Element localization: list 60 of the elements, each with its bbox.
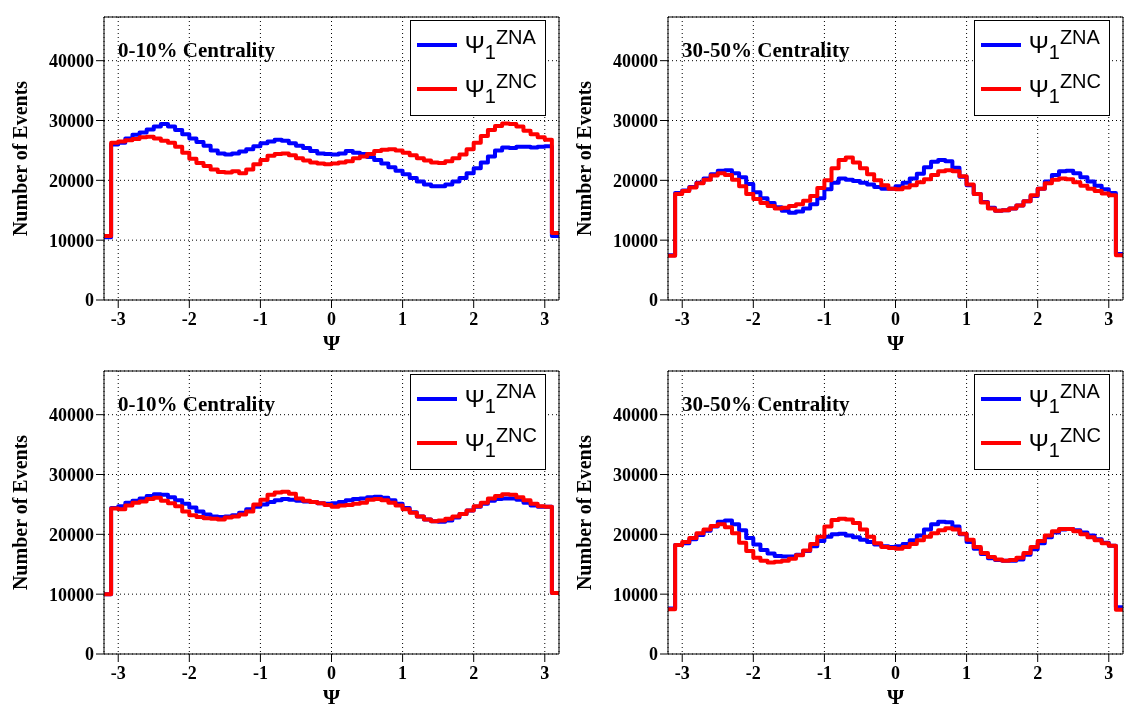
x-tick-label: 0: [327, 662, 336, 683]
x-tick-label: -2: [181, 308, 197, 329]
x-tick-label: 0: [891, 662, 900, 683]
x-tick-label: -1: [816, 662, 832, 683]
x-tick-label: 1: [962, 662, 972, 683]
x-tick-label: 3: [1104, 308, 1114, 329]
annotation: 0-10% Centrality: [118, 38, 275, 63]
y-tick-label: 30000: [49, 464, 94, 485]
x-tick-label: -1: [252, 662, 268, 683]
x-axis-title: Ψ: [322, 330, 341, 355]
y-tick-label: 20000: [49, 524, 94, 545]
y-tick-label: 30000: [613, 464, 658, 485]
annotation: 0-10% Centrality: [118, 392, 275, 417]
x-axis-title: Ψ: [322, 684, 341, 709]
x-tick-label: 2: [1033, 662, 1043, 683]
x-axis-title: Ψ: [886, 330, 905, 355]
x-tick-label: -2: [745, 308, 761, 329]
x-tick-label: 2: [469, 308, 479, 329]
y-tick-label: 0: [649, 644, 658, 665]
x-tick-label: 3: [1104, 662, 1114, 683]
x-tick-label: -3: [674, 662, 690, 683]
y-tick-label: 20000: [49, 170, 94, 191]
annotation: 30-50% Centrality: [682, 38, 850, 63]
y-tick-label: 10000: [49, 230, 94, 251]
x-tick-label: -3: [110, 308, 126, 329]
x-tick-label: 3: [540, 662, 550, 683]
y-tick-label: 0: [85, 290, 94, 311]
x-tick-label: -1: [816, 308, 832, 329]
y-tick-label: 10000: [49, 584, 94, 605]
x-tick-label: -2: [181, 662, 197, 683]
x-tick-label: -3: [110, 662, 126, 683]
x-tick-label: -2: [745, 662, 761, 683]
y-tick-label: 30000: [613, 110, 658, 131]
x-tick-label: 0: [327, 308, 336, 329]
y-tick-label: 10000: [613, 230, 658, 251]
y-tick-label: 30000: [49, 110, 94, 131]
y-axis-title: Number of Events: [573, 80, 596, 237]
y-tick-label: 0: [649, 290, 658, 311]
x-tick-label: 2: [1033, 308, 1043, 329]
x-tick-label: 1: [962, 308, 972, 329]
y-tick-label: 40000: [49, 51, 94, 72]
y-tick-label: 10000: [613, 584, 658, 605]
annotation: 30-50% Centrality: [682, 392, 850, 417]
x-tick-label: 1: [398, 308, 408, 329]
x-tick-label: 3: [540, 308, 550, 329]
y-axis-title: Number of Events: [573, 434, 596, 591]
x-tick-label: -3: [674, 308, 690, 329]
y-tick-label: 20000: [613, 524, 658, 545]
y-tick-label: 20000: [613, 170, 658, 191]
x-axis-title: Ψ: [886, 684, 905, 709]
y-tick-label: 40000: [49, 405, 94, 426]
y-tick-label: 40000: [613, 405, 658, 426]
x-tick-label: 0: [891, 308, 900, 329]
x-tick-label: -1: [252, 308, 268, 329]
y-tick-label: 0: [85, 644, 94, 665]
x-tick-label: 2: [469, 662, 479, 683]
y-axis-title: Number of Events: [9, 434, 32, 591]
y-tick-label: 40000: [613, 51, 658, 72]
x-tick-label: 1: [398, 662, 408, 683]
y-axis-title: Number of Events: [9, 80, 32, 237]
